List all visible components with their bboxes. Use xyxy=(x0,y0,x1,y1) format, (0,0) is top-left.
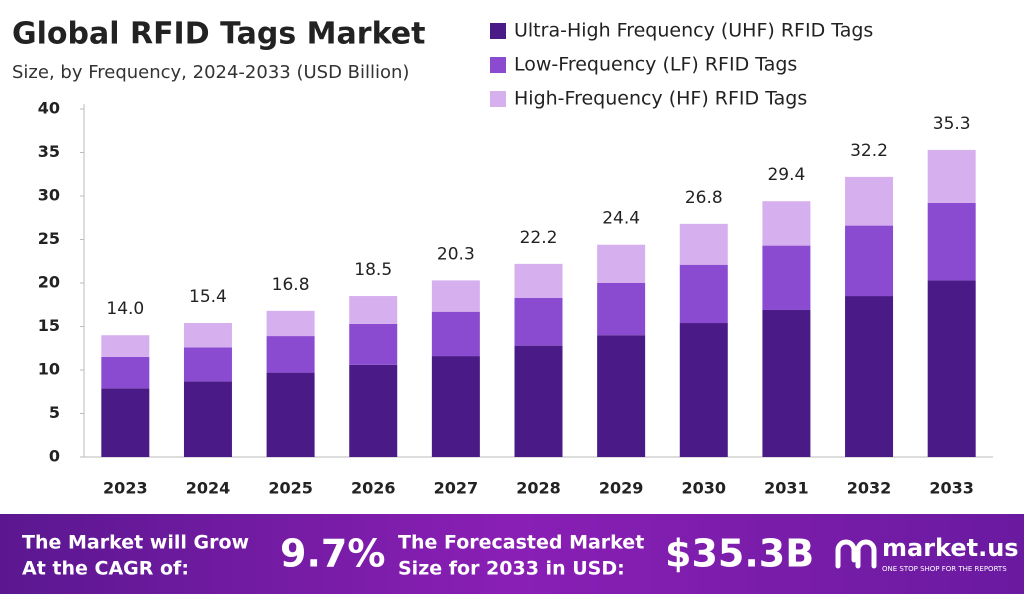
bar-segment xyxy=(597,283,646,336)
total-label: 29.4 xyxy=(767,165,805,185)
bar-segment xyxy=(597,244,646,283)
y-tick-label: 10 xyxy=(38,360,60,379)
brand-tagline: ONE STOP SHOP FOR THE REPORTS xyxy=(882,565,1007,573)
bar-segment xyxy=(101,335,150,357)
legend-swatch xyxy=(490,57,506,73)
x-tick-label: 2030 xyxy=(682,479,727,498)
y-tick-label: 20 xyxy=(38,273,60,292)
bar-segment xyxy=(927,280,976,457)
forecast-value: $35.3B xyxy=(665,532,814,576)
y-tick-label: 30 xyxy=(38,186,60,205)
x-tick-label: 2031 xyxy=(764,479,809,498)
bar-segment xyxy=(927,202,976,281)
bar-segment xyxy=(762,245,811,310)
legend-swatch xyxy=(490,23,506,39)
y-tick-label: 40 xyxy=(38,99,60,118)
total-label: 16.8 xyxy=(272,275,310,295)
bar-segment xyxy=(431,356,480,457)
y-tick-label: 5 xyxy=(49,403,60,422)
bar-segment xyxy=(514,297,563,346)
x-tick-label: 2027 xyxy=(434,479,479,498)
bar-segment xyxy=(679,264,728,324)
footer-banner xyxy=(0,514,1024,594)
x-tick-label: 2023 xyxy=(103,479,148,498)
forecast-label: The Forecasted Market xyxy=(398,532,644,554)
bar-segment xyxy=(762,201,811,246)
legend-label: High-Frequency (HF) RFID Tags xyxy=(514,88,807,110)
bar-segment xyxy=(431,280,480,312)
bar-segment xyxy=(183,381,232,457)
chart-title: Global RFID Tags Market xyxy=(12,17,425,52)
cagr-label: At the CAGR of: xyxy=(22,558,189,580)
bar-segment xyxy=(349,296,398,324)
x-tick-label: 2026 xyxy=(351,479,396,498)
bar-segment xyxy=(266,336,315,373)
bar-segment xyxy=(431,311,480,357)
bar-segment xyxy=(101,356,150,389)
cagr-label: The Market will Grow xyxy=(22,532,249,554)
legend-swatch xyxy=(490,91,506,107)
x-tick-label: 2033 xyxy=(929,479,974,498)
total-label: 20.3 xyxy=(437,244,475,264)
bar-segment xyxy=(679,223,728,265)
bar-segment xyxy=(514,345,563,457)
x-tick-label: 2025 xyxy=(268,479,313,498)
y-tick-label: 25 xyxy=(38,229,60,248)
forecast-label: Size for 2033 in USD: xyxy=(398,558,625,580)
brand-logo xyxy=(835,539,877,569)
total-label: 15.4 xyxy=(189,287,227,307)
bar-segment xyxy=(349,364,398,457)
total-label: 18.5 xyxy=(354,260,392,280)
bar-segment xyxy=(266,372,315,457)
cagr-value: 9.7% xyxy=(280,532,385,576)
bar-segment xyxy=(597,335,646,457)
x-tick-label: 2028 xyxy=(516,479,561,498)
bar-segment xyxy=(349,323,398,365)
bar-segment xyxy=(845,296,894,457)
legend-label: Ultra-High Frequency (UHF) RFID Tags xyxy=(514,20,873,42)
brand-name: market.us xyxy=(882,534,1019,562)
bar-segment xyxy=(679,323,728,457)
y-tick-label: 0 xyxy=(49,447,60,466)
x-tick-label: 2029 xyxy=(599,479,644,498)
bar-segment xyxy=(514,263,563,298)
total-label: 32.2 xyxy=(850,141,888,161)
y-tick-label: 15 xyxy=(38,316,60,335)
bar-segment xyxy=(101,388,150,457)
total-label: 14.0 xyxy=(106,299,144,319)
total-label: 22.2 xyxy=(520,228,558,248)
total-label: 24.4 xyxy=(602,209,640,229)
bar-segment xyxy=(183,323,232,348)
y-tick-label: 35 xyxy=(38,142,60,161)
bar-segment xyxy=(927,149,976,203)
total-label: 35.3 xyxy=(933,114,971,134)
bar-segment xyxy=(845,225,894,297)
bar-segment xyxy=(183,347,232,382)
total-label: 26.8 xyxy=(685,188,723,208)
legend-label: Low-Frequency (LF) RFID Tags xyxy=(514,54,797,76)
x-tick-label: 2032 xyxy=(847,479,892,498)
bar-segment xyxy=(762,309,811,457)
x-tick-label: 2024 xyxy=(186,479,231,498)
chart-subtitle: Size, by Frequency, 2024-2033 (USD Billi… xyxy=(12,62,409,83)
bar-segment xyxy=(845,176,894,226)
bar-segment xyxy=(266,310,315,337)
